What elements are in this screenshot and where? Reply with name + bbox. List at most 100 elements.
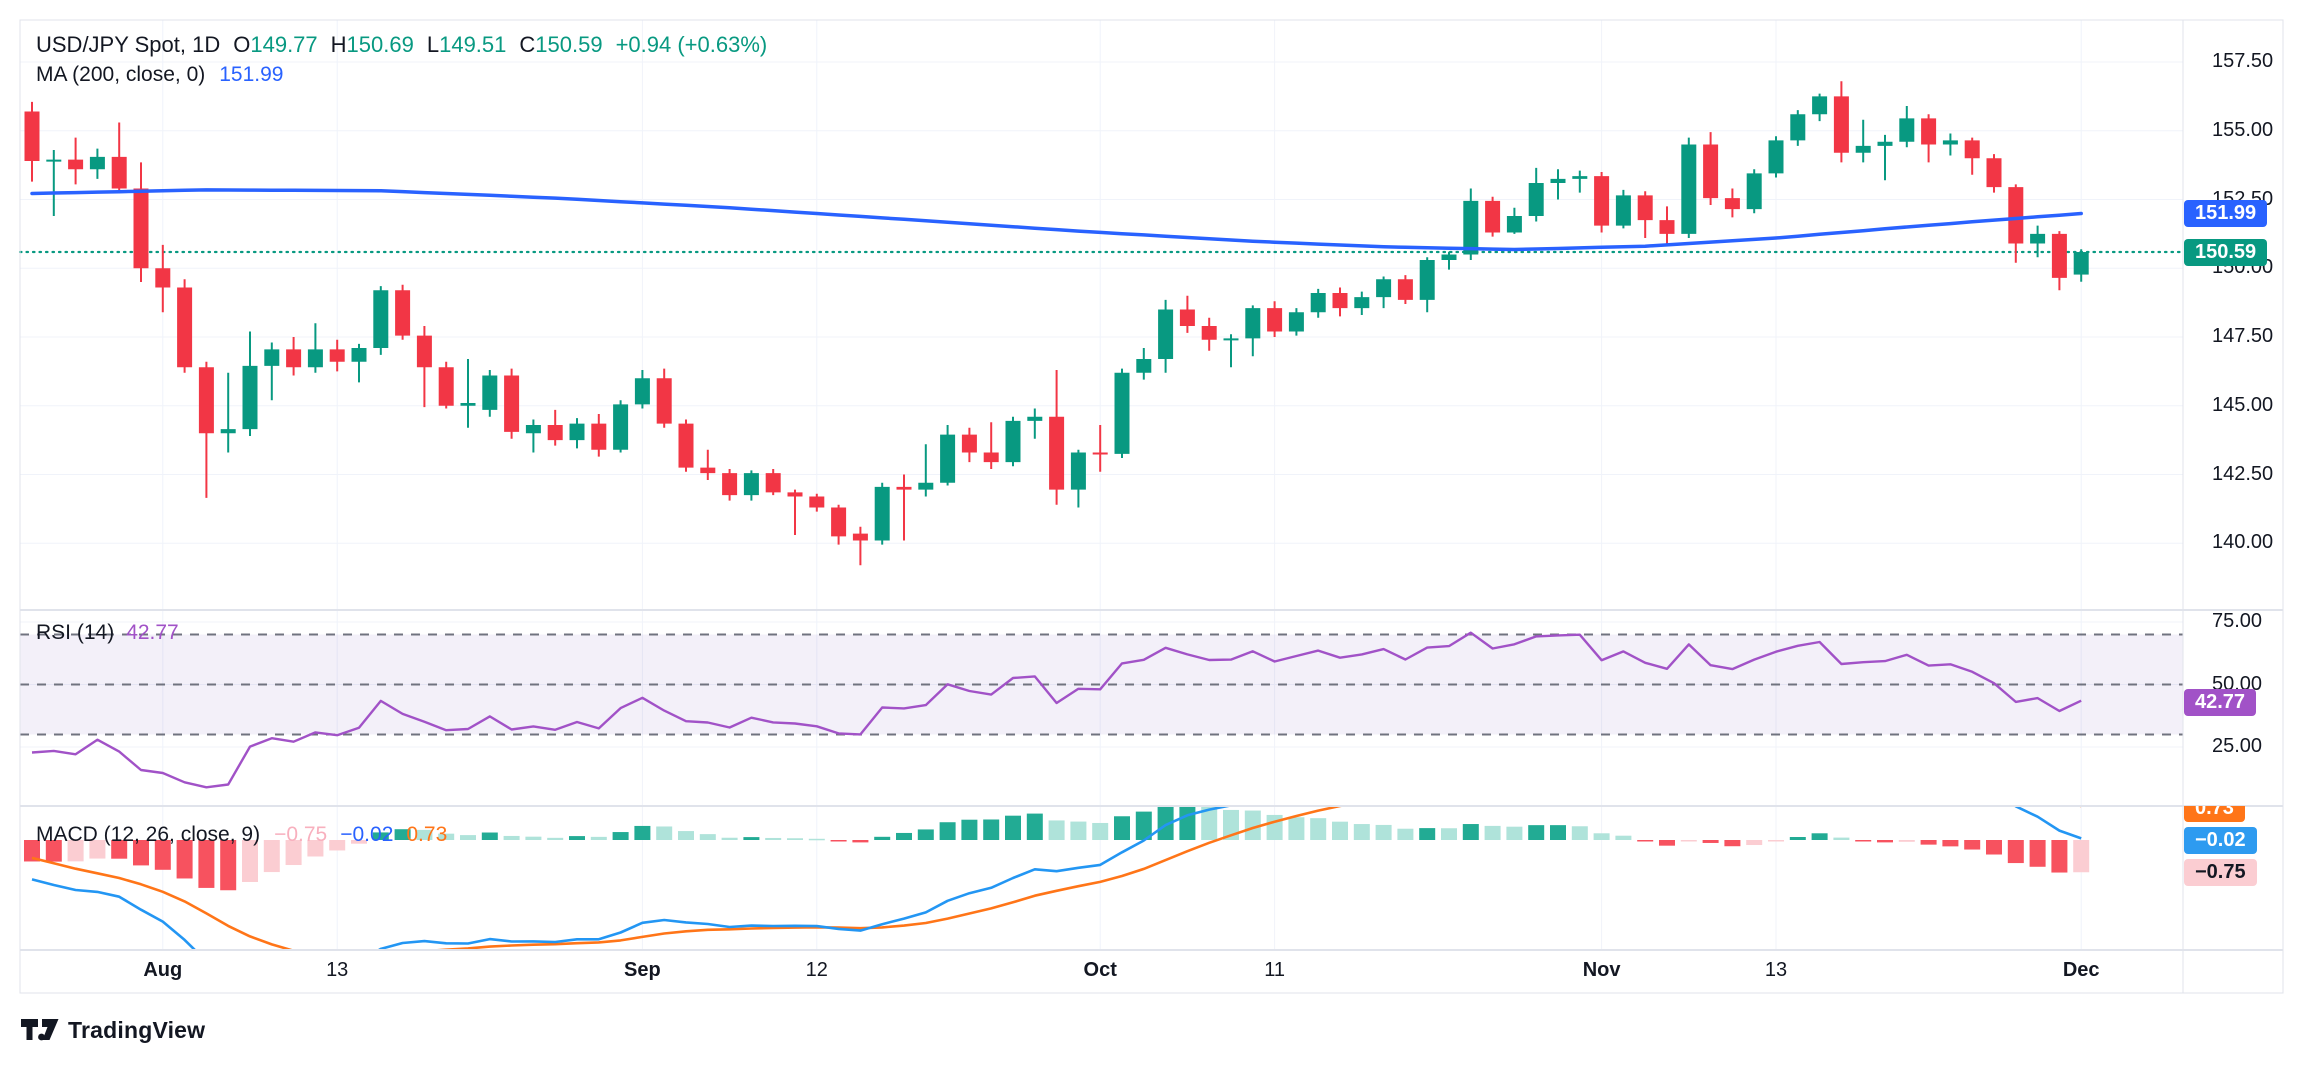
macd-histogram-bar <box>634 825 651 840</box>
macd-histogram-bar <box>1528 825 1545 840</box>
macd-histogram-bar <box>1550 825 1566 840</box>
last-price-badge: 150.59 <box>2184 238 2268 266</box>
candle-body <box>351 348 367 362</box>
price-tick-label: 157.50 <box>2212 50 2274 72</box>
candle-body <box>1681 144 1697 234</box>
macd-signal-line <box>31 806 2082 950</box>
macd-line-badge: −0.02 <box>2184 827 2257 855</box>
macd-histogram-bar <box>263 840 280 873</box>
macd-histogram-bar <box>1114 816 1130 840</box>
candle-body <box>1615 195 1631 226</box>
open-label: O <box>233 32 251 57</box>
tradingview-logo[interactable]: TradingView <box>21 1017 205 1044</box>
candle-body <box>1812 96 1828 115</box>
rsi-value-badge: 42.77 <box>2184 689 2257 717</box>
candle-body <box>1288 312 1304 332</box>
candle-body <box>177 287 193 368</box>
time-axis-month-label: Aug <box>143 959 183 981</box>
ma-value-badge: 151.99 <box>2184 200 2268 228</box>
macd-histogram-bar <box>1680 840 1697 842</box>
candle-body <box>809 496 825 508</box>
candle-body <box>133 188 149 269</box>
macd-histogram-bar <box>1441 828 1457 840</box>
candle-body <box>852 533 868 541</box>
macd-histogram-bar <box>1768 840 1784 842</box>
candle-body <box>1942 140 1958 145</box>
ma-indicator-legend[interactable]: MA (200, close, 0) 151.99 <box>36 63 283 87</box>
macd-histogram-bar <box>111 840 128 859</box>
macd-line-value: −0.02 <box>340 823 394 846</box>
rsi-tick-label: 50.00 <box>2212 672 2263 695</box>
macd-histogram-bar <box>808 838 825 841</box>
open-value: 149.77 <box>250 32 318 57</box>
macd-histogram-bar <box>1353 824 1370 840</box>
candle-body <box>1136 359 1152 373</box>
candle-body <box>1594 176 1610 226</box>
candle-body <box>1092 452 1108 455</box>
macd-histogram-bar <box>1506 826 1523 840</box>
price-tick-label: 142.50 <box>2212 462 2274 485</box>
rsi-tick-label: 75.00 <box>2212 610 2263 632</box>
candle-body <box>1528 183 1544 216</box>
macd-indicator-legend[interactable]: MACD (12, 26, close, 9) −0.75 −0.02 0.73 <box>36 823 447 847</box>
macd-histogram-bar <box>1637 840 1654 842</box>
macd-histogram-bar <box>765 837 782 840</box>
candle-body <box>1746 173 1762 210</box>
close-label: C <box>519 32 536 57</box>
symbol-legend[interactable]: USD/JPY Spot, 1D O149.77 H150.69 L149.51 C15… <box>36 32 767 58</box>
ma-label: MA (200, close, 0) <box>36 63 206 86</box>
price-tick-label: 140.00 <box>2212 531 2274 554</box>
macd-histogram-bar <box>699 834 716 840</box>
macd-hist-value: −0.75 <box>274 823 328 846</box>
candle-body <box>2008 187 2024 244</box>
macd-histogram-bar <box>1855 840 1872 842</box>
rsi-layer <box>31 631 2082 789</box>
low-value: 149.51 <box>439 32 507 57</box>
macd-histogram-bar <box>678 831 694 840</box>
candle-body <box>743 473 759 496</box>
candle-body <box>591 423 607 450</box>
symbol-title[interactable]: USD/JPY Spot, 1D <box>36 32 221 57</box>
macd-histogram-bar <box>569 836 585 840</box>
candle-body <box>1049 416 1065 490</box>
candle-body <box>68 159 84 170</box>
candle-body <box>634 378 650 405</box>
candle-body <box>961 434 977 453</box>
macd-histogram-bar <box>1332 821 1348 840</box>
macd-histogram-bar <box>1593 833 1610 840</box>
time-axis-day-label: 12 <box>805 959 828 981</box>
time-axis-month-label: Nov <box>1582 959 1621 981</box>
candle-body <box>1463 200 1479 255</box>
candle-body <box>1986 158 2002 188</box>
macd-histogram-bar <box>1811 833 1828 840</box>
time-axis[interactable]: Aug 13 Sep 12 Oct 11 Nov 13 Dec <box>0 950 2283 993</box>
macd-histogram-bar <box>1397 828 1414 840</box>
candle-body <box>678 423 694 468</box>
candle-body <box>264 349 280 366</box>
macd-histogram-bar <box>198 840 215 888</box>
candle-body <box>1921 118 1937 145</box>
candle-body <box>482 375 498 410</box>
macd-histogram-bar <box>1746 840 1763 846</box>
macd-histogram-bar <box>67 840 84 862</box>
macd-histogram-bar <box>852 840 869 843</box>
macd-histogram-bar <box>481 832 498 840</box>
candle-body <box>1201 326 1217 340</box>
macd-pane-badges: 0.73 −0.02 −0.75 <box>2183 806 2283 950</box>
macd-histogram-bar <box>1877 840 1893 843</box>
macd-histogram-bar <box>1942 840 1959 847</box>
macd-histogram-bar <box>1005 815 1021 840</box>
candle-body <box>613 404 629 450</box>
candle-body <box>504 375 520 432</box>
widget-border <box>19 19 2284 994</box>
candle-body <box>1179 309 1195 326</box>
candle-body <box>874 486 890 541</box>
macd-histogram-bar <box>1026 813 1043 840</box>
candle-body <box>547 425 563 441</box>
candle-body <box>2073 252 2089 275</box>
rsi-indicator-legend[interactable]: RSI (14) 42.77 <box>36 621 179 645</box>
macd-histogram-bar <box>285 840 302 866</box>
macd-label: MACD (12, 26, close, 9) <box>36 823 261 846</box>
candle-body <box>983 452 999 463</box>
